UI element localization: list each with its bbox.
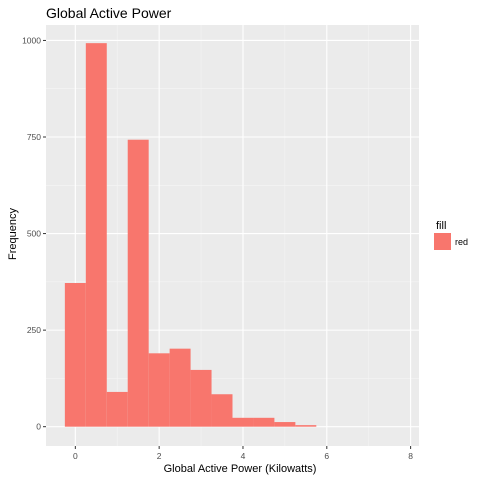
x-tick-label: 6 xyxy=(324,451,329,461)
legend-title: fill xyxy=(436,220,446,232)
chart-title: Global Active Power xyxy=(46,5,172,21)
histogram-bars xyxy=(64,43,317,427)
histogram-bar xyxy=(169,348,191,427)
x-tick-label: 2 xyxy=(157,451,162,461)
histogram-bar xyxy=(190,369,212,427)
histogram-bar xyxy=(295,425,317,427)
legend: fill red xyxy=(434,220,468,250)
y-tick-label: 500 xyxy=(27,229,41,239)
x-tick-label: 0 xyxy=(73,451,78,461)
y-axis-title: Frequency xyxy=(7,208,19,260)
histogram-bar xyxy=(64,283,86,427)
histogram-bar xyxy=(253,417,275,427)
y-axis-ticks: 0 250 500 750 1000 xyxy=(22,35,46,432)
histogram-bar xyxy=(148,353,170,427)
grid-minor xyxy=(46,25,419,446)
histogram-bar xyxy=(85,43,107,427)
histogram-bar xyxy=(127,139,149,427)
x-tick-label: 8 xyxy=(408,451,413,461)
x-tick-label: 4 xyxy=(241,451,246,461)
x-axis-title: Global Active Power (Kilowatts) xyxy=(164,463,317,475)
y-tick-label: 1000 xyxy=(22,35,41,45)
plot-panel xyxy=(46,25,419,446)
y-tick-label: 0 xyxy=(36,422,41,432)
x-axis-ticks: 0 2 4 6 8 xyxy=(73,446,413,461)
legend-key-swatch xyxy=(434,233,451,250)
legend-label: red xyxy=(455,237,468,247)
histogram-bar xyxy=(274,422,296,427)
histogram-bar xyxy=(106,391,128,427)
histogram-bar xyxy=(232,417,254,427)
histogram-bar xyxy=(211,394,233,427)
y-tick-label: 750 xyxy=(27,132,41,142)
y-tick-label: 250 xyxy=(27,325,41,335)
